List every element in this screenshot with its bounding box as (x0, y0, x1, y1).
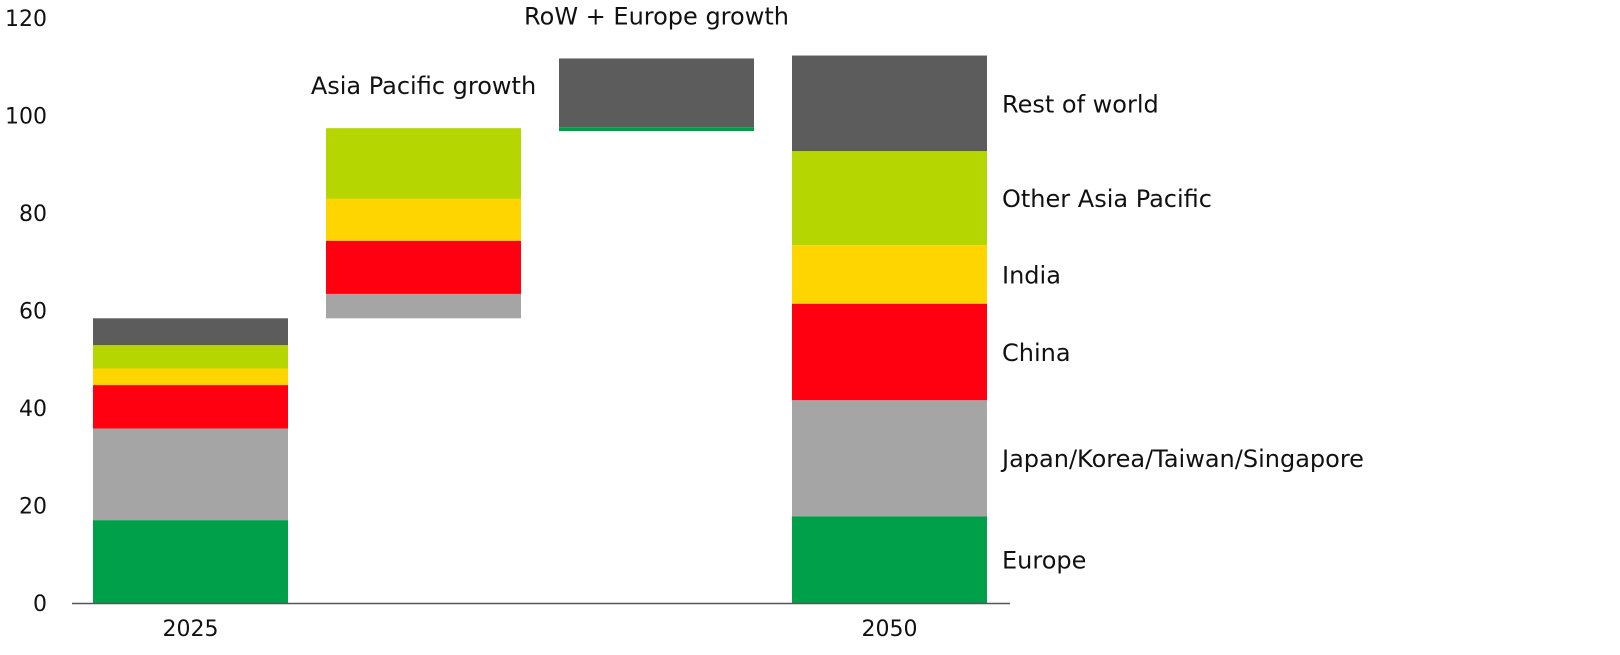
y-tick-label: 120 (5, 7, 47, 32)
bar-segment (326, 240, 521, 294)
series-label: Japan/Korea/Taiwan/Singapore (1000, 445, 1364, 473)
bar-segment (792, 303, 987, 401)
series-label: Other Asia Pacific (1002, 185, 1212, 213)
bar-segment (326, 128, 521, 199)
bar-segment (792, 55, 987, 152)
x-tick-label: 2050 (862, 617, 918, 642)
series-label: India (1002, 261, 1061, 289)
bar-segment (792, 151, 987, 246)
bar-segment (93, 345, 288, 369)
bar-segment (559, 127, 754, 132)
bar-segment (559, 58, 754, 128)
bar-segment (93, 368, 288, 386)
annotation-label: Asia Pacific growth (311, 72, 536, 100)
y-tick-label: 80 (19, 202, 47, 227)
bar-segment (326, 293, 521, 319)
bar-segment (93, 428, 288, 521)
y-tick-label: 20 (19, 495, 47, 520)
bar-segment (93, 385, 288, 429)
bar-segment (792, 516, 987, 603)
bar-segment (93, 520, 288, 603)
y-tick-label: 0 (33, 592, 47, 617)
y-tick-label: 40 (19, 397, 47, 422)
bar-segment (792, 400, 987, 517)
series-label: Rest of world (1002, 90, 1159, 118)
y-tick-label: 60 (19, 300, 47, 325)
series-label: China (1002, 339, 1071, 367)
bar-segment (326, 198, 521, 241)
series-label: Europe (1002, 547, 1086, 575)
y-tick-label: 100 (5, 105, 47, 130)
bar-segment (93, 318, 288, 346)
annotation-label: RoW + Europe growth (524, 2, 789, 30)
x-tick-label: 2025 (163, 617, 219, 642)
bar-segment (792, 245, 987, 304)
